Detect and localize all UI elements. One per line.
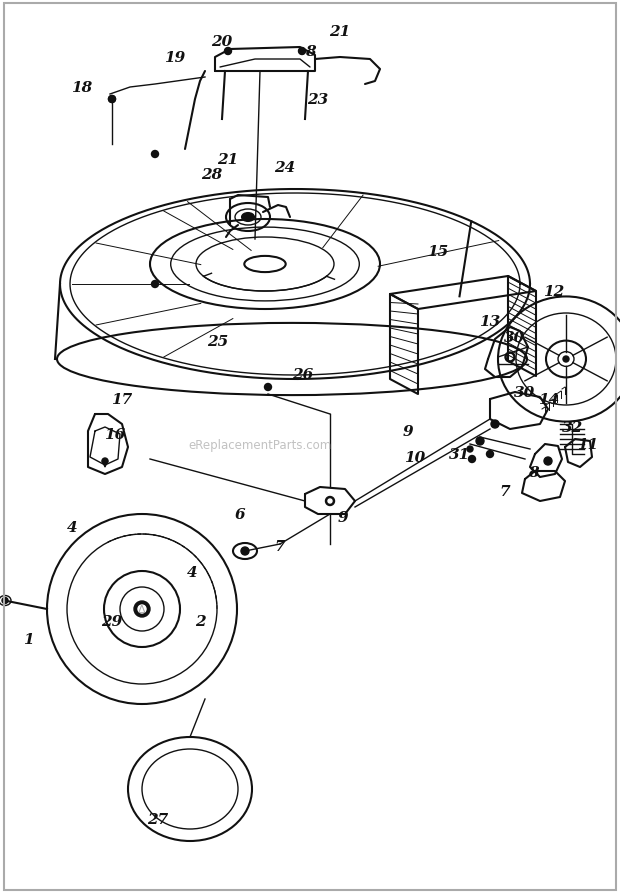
Text: 17: 17 — [112, 392, 133, 407]
Text: 8: 8 — [528, 466, 538, 479]
Text: 1: 1 — [23, 632, 33, 646]
Text: 15: 15 — [427, 245, 449, 258]
Text: 24: 24 — [275, 161, 296, 175]
Text: 30: 30 — [515, 385, 536, 400]
Circle shape — [151, 282, 159, 288]
Circle shape — [2, 598, 8, 603]
Text: 26: 26 — [293, 367, 314, 382]
Circle shape — [469, 456, 476, 463]
Text: 7: 7 — [275, 539, 285, 553]
Circle shape — [138, 605, 146, 613]
Circle shape — [563, 357, 569, 363]
Circle shape — [326, 497, 335, 506]
Text: 21: 21 — [218, 153, 239, 167]
Text: 2: 2 — [195, 614, 205, 628]
Circle shape — [299, 49, 305, 55]
Text: 12: 12 — [543, 284, 565, 299]
Circle shape — [505, 352, 515, 363]
Text: Δ: Δ — [138, 604, 146, 614]
Text: 9: 9 — [402, 425, 414, 439]
Circle shape — [328, 500, 332, 503]
Circle shape — [487, 451, 494, 458]
Text: 28: 28 — [202, 168, 223, 181]
Circle shape — [265, 384, 272, 391]
Circle shape — [134, 602, 150, 618]
Circle shape — [241, 547, 249, 555]
Circle shape — [544, 458, 552, 466]
Circle shape — [102, 459, 108, 465]
Text: 32: 32 — [562, 420, 583, 434]
Text: 7: 7 — [500, 485, 510, 499]
Circle shape — [151, 151, 159, 158]
Text: 19: 19 — [164, 51, 185, 65]
Circle shape — [508, 355, 513, 360]
Text: 4: 4 — [67, 520, 78, 535]
Text: 18: 18 — [71, 81, 92, 95]
Text: 9: 9 — [338, 510, 348, 525]
Circle shape — [467, 446, 473, 452]
Text: eReplacementParts.com: eReplacementParts.com — [188, 438, 332, 451]
Text: 25: 25 — [207, 334, 229, 349]
Circle shape — [224, 48, 231, 55]
Text: 16: 16 — [104, 427, 126, 442]
Text: 27: 27 — [148, 812, 169, 826]
Text: 10: 10 — [404, 451, 425, 465]
Text: 29: 29 — [102, 614, 123, 628]
Text: 31: 31 — [450, 448, 471, 461]
Text: 11: 11 — [577, 437, 599, 451]
Circle shape — [298, 48, 306, 55]
Text: 23: 23 — [308, 93, 329, 107]
Text: 4: 4 — [187, 565, 197, 579]
Circle shape — [491, 420, 499, 428]
Circle shape — [108, 97, 115, 104]
Text: 20: 20 — [211, 35, 232, 49]
Text: 21: 21 — [329, 25, 351, 39]
Text: 13: 13 — [479, 315, 500, 329]
Ellipse shape — [242, 214, 254, 222]
Text: 6: 6 — [235, 508, 246, 521]
Circle shape — [225, 49, 231, 55]
Circle shape — [108, 97, 115, 104]
Circle shape — [476, 437, 484, 445]
Text: 30: 30 — [505, 331, 526, 344]
Text: 14: 14 — [538, 392, 560, 407]
Text: 8: 8 — [304, 45, 316, 59]
